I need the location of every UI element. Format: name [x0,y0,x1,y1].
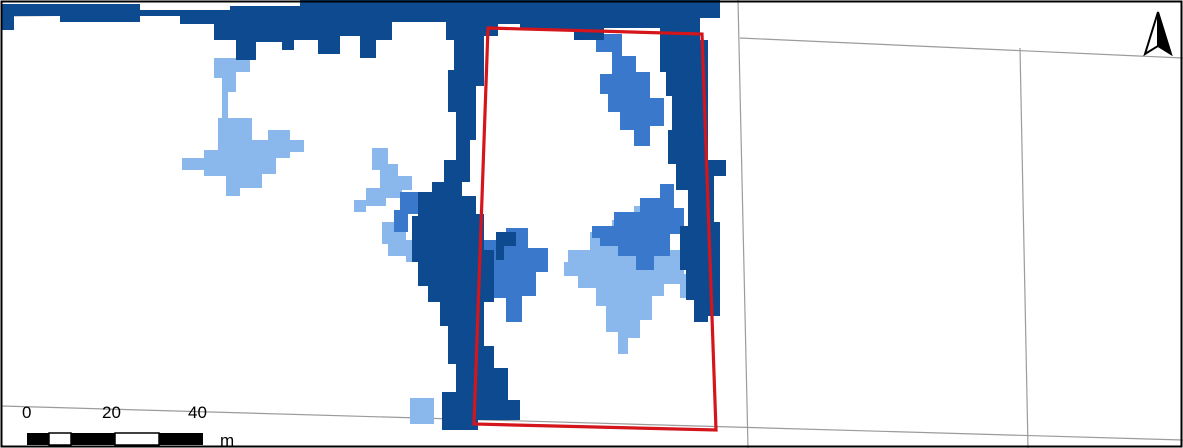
north-arrow-icon [1143,11,1173,57]
parcel-line-divider-right [1019,47,1029,448]
study-area-outline [472,26,718,432]
scale-tick-label-20: 20 [102,403,121,422]
water-patch-left-shallow [182,58,304,196]
scale-tick-label-40: 40 [188,403,207,422]
water-patch-lower-shallow [382,222,420,262]
scale-segment-1 [27,433,49,445]
scale-segment-4 [114,432,160,446]
water-patch-right-medium [592,184,684,270]
parcel-line-upper-right [739,37,1183,59]
parcel-line-divider-center [737,0,749,448]
water-patch-mid-medium [394,192,420,232]
water-patch-channel-medium [596,34,664,146]
scale-segment-3 [71,433,115,445]
scale-segment-2 [48,432,72,446]
scale-tick-label-0: 0 [22,403,31,422]
water-layer-shallow [2,4,694,424]
water-patch-inner-deep [496,232,516,260]
water-patch-top-band-deep [2,0,720,60]
parcel-line-bottom [1,405,1183,441]
scale-segment-5 [159,433,203,445]
water-patch-bottom-shallow [410,398,434,424]
scale-unit-label: m [220,431,234,448]
scale-bar: 0 20 40 m [22,403,234,448]
water-patch-mid-shallow [354,148,412,212]
water-patch-channel-deep [412,20,520,430]
